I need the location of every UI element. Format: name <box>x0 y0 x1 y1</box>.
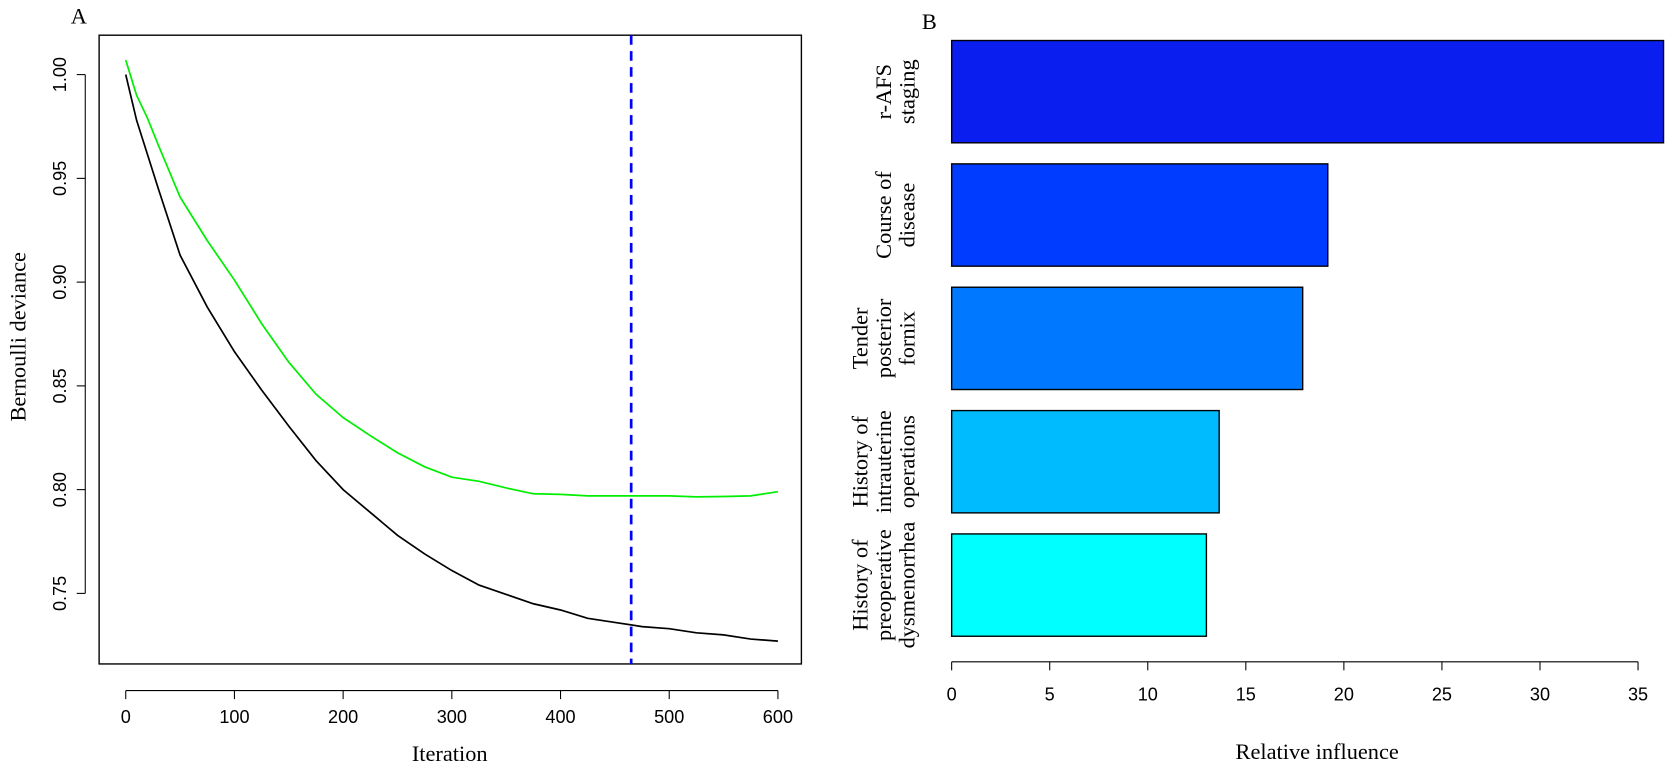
series-line <box>124 59 779 498</box>
series-line <box>124 74 778 642</box>
x-tick-label: 25 <box>1432 685 1452 705</box>
x-tick-label: 35 <box>1628 685 1648 705</box>
y-tick-label: History of <box>847 416 872 508</box>
y-tick-label: operations <box>894 415 919 508</box>
x-tick-label: 500 <box>654 707 684 727</box>
x-axis-title: Iteration <box>412 741 488 766</box>
y-tick-label: 0.75 <box>50 576 70 611</box>
x-tick-label: 0 <box>121 707 131 727</box>
bar <box>950 533 1208 637</box>
panel-label: A <box>71 3 87 28</box>
plot-frame <box>98 34 803 665</box>
bar <box>950 409 1220 514</box>
x-tick-label: 15 <box>1236 685 1256 705</box>
bar <box>950 39 1665 144</box>
y-tick-label: posterior <box>871 298 896 378</box>
x-axis-title: Relative influence <box>1236 739 1399 764</box>
y-tick-label: Tender <box>847 307 872 369</box>
y-tick-label: intrauterine <box>871 410 896 513</box>
y-tick-label: 0.85 <box>50 368 70 403</box>
y-tick-label: History of <box>847 539 872 631</box>
y-tick-label: 1.00 <box>50 57 70 92</box>
y-tick-label: preoperative <box>871 529 896 641</box>
x-tick-label: 20 <box>1334 685 1354 705</box>
y-tick-label: fornix <box>894 311 919 366</box>
x-tick-label: 200 <box>328 707 358 727</box>
x-tick-label: 100 <box>219 707 249 727</box>
y-tick-label: 0.90 <box>50 265 70 300</box>
y-tick-label: r-AFS <box>871 64 896 119</box>
bar <box>950 163 1329 267</box>
x-tick-label: 400 <box>545 707 575 727</box>
y-tick-label: staging <box>894 59 919 124</box>
x-tick-label: 10 <box>1138 685 1158 705</box>
y-tick-label: Course of <box>871 171 896 259</box>
y-tick-label: 0.95 <box>50 161 70 196</box>
y-tick-label: 0.80 <box>50 472 70 507</box>
x-tick-label: 5 <box>1045 685 1055 705</box>
panel-label: B <box>922 9 937 34</box>
x-tick-label: 600 <box>763 707 793 727</box>
x-tick-label: 30 <box>1530 685 1550 705</box>
x-tick-label: 0 <box>947 685 957 705</box>
x-tick-label: 300 <box>437 707 467 727</box>
y-axis-title: Bernoulli deviance <box>6 252 31 422</box>
y-tick-label: dysmenorrhea <box>894 522 919 649</box>
y-tick-label: disease <box>894 183 919 248</box>
bar <box>950 286 1304 391</box>
